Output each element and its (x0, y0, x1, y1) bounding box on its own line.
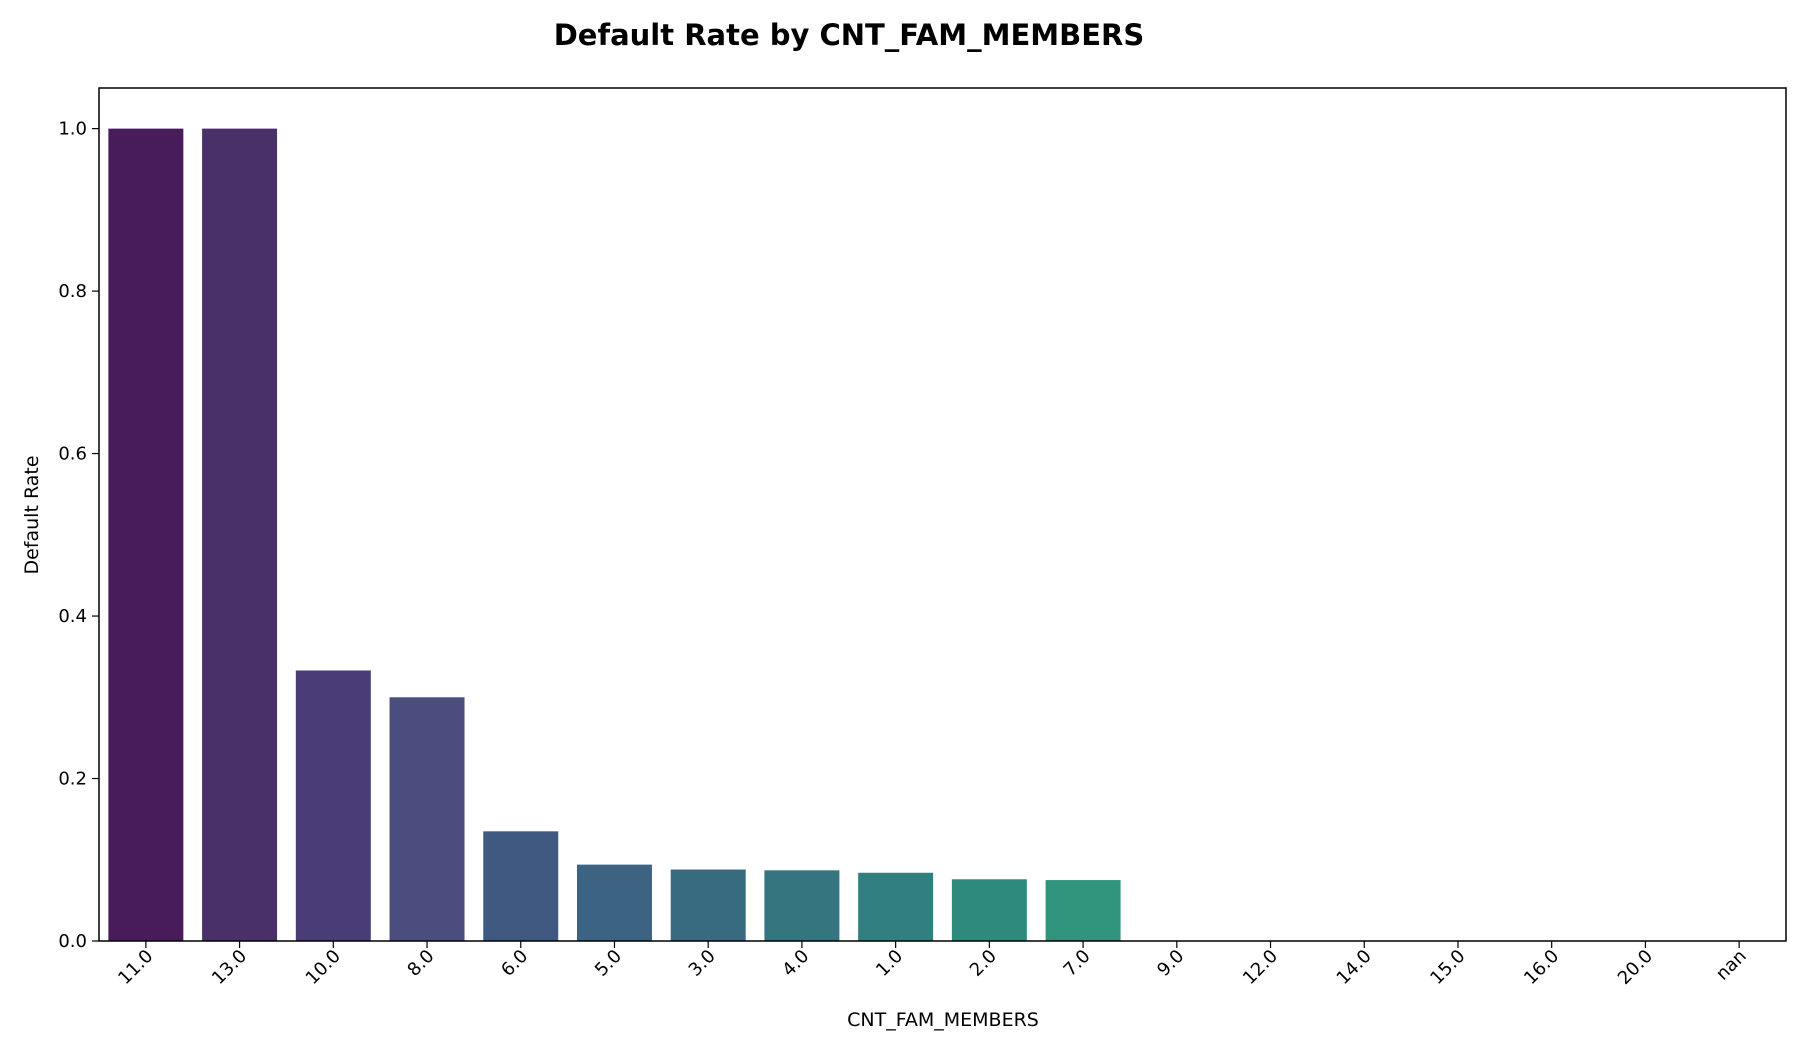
plot-frame (98, 87, 1787, 942)
y-tick-label: 1.0 (58, 119, 87, 140)
bar-6.0 (483, 831, 559, 941)
x-tick-label: 20.0 (1614, 946, 1657, 989)
bar-1.0 (858, 872, 934, 941)
bar-5.0 (576, 864, 652, 941)
bar-11.0 (108, 128, 184, 942)
bar-10.0 (295, 670, 371, 941)
chart-title: Default Rate by CNT_FAM_MEMBERS (554, 18, 1145, 52)
x-tick-label: 7.0 (1060, 946, 1095, 981)
y-axis-label: Default Rate (21, 455, 43, 574)
x-tick-label: 1.0 (872, 946, 907, 981)
x-tick-label: 10.0 (302, 946, 345, 989)
x-tick-label: 11.0 (114, 946, 157, 989)
y-tick-label: 0.0 (58, 931, 87, 952)
y-tick-label: 0.4 (58, 606, 87, 627)
x-tick-label: 14.0 (1333, 946, 1376, 989)
x-tick-label: 5.0 (591, 946, 626, 981)
x-tick-label: 3.0 (685, 946, 720, 981)
bar-4.0 (764, 870, 840, 941)
x-axis-label: CNT_FAM_MEMBERS (847, 1009, 1039, 1031)
bar-7.0 (1045, 880, 1121, 941)
bar-2.0 (951, 879, 1027, 941)
x-tick-label: 15.0 (1426, 946, 1469, 989)
x-tick-label: 8.0 (403, 946, 438, 981)
y-tick-label: 0.8 (58, 281, 87, 302)
x-tick-label: 6.0 (497, 946, 532, 981)
y-tick-label: 0.2 (58, 769, 87, 790)
x-tick-label: nan (1712, 946, 1751, 985)
x-tick-label: 16.0 (1520, 946, 1563, 989)
x-tick-label: 13.0 (208, 946, 251, 989)
bar-3.0 (670, 869, 746, 941)
x-tick-label: 9.0 (1153, 946, 1188, 981)
x-tick-label: 4.0 (778, 946, 813, 981)
bar-13.0 (202, 128, 278, 942)
bars-group (108, 128, 1121, 942)
x-tick-label: 2.0 (966, 946, 1001, 981)
y-axis-ticks: 0.0 0.2 0.4 0.6 0.8 1.0 (58, 119, 99, 952)
y-tick-label: 0.6 (58, 444, 87, 465)
bar-8.0 (389, 697, 465, 941)
x-axis-ticks: 11.0 13.0 10.0 8.0 6.0 5.0 3.0 4.0 1.0 2.0 7.0 9.0 1… (114, 941, 1751, 989)
x-tick-label: 12.0 (1239, 946, 1282, 989)
